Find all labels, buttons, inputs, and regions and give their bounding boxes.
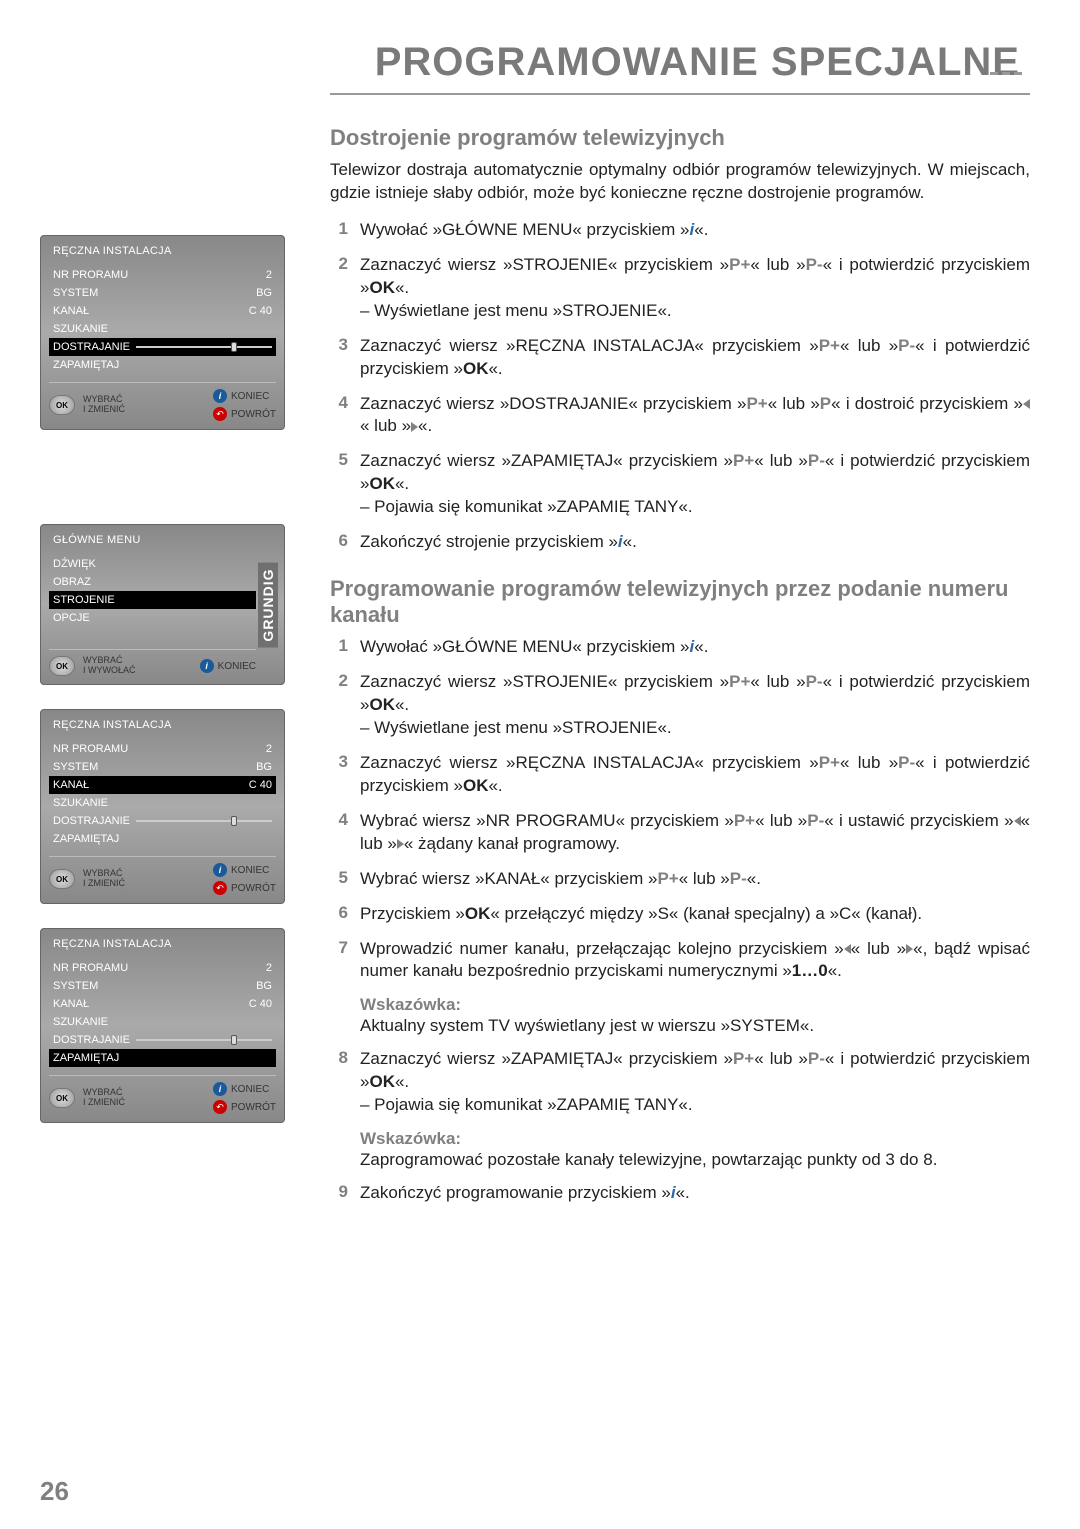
osd-row-prog: NR PRORAMU2 — [49, 740, 276, 758]
osd-row-system: SYSTEMBG — [49, 758, 276, 776]
page-number: 26 — [40, 1476, 69, 1507]
osd-footer: OK WYBRAĆI WYWOŁAĆ iKONIEC — [49, 649, 256, 676]
osd-title: RĘCZNA INSTALACJA — [49, 935, 276, 953]
section1-intro: Telewizor dostraja automatycznie optymal… — [330, 159, 1030, 205]
osd-row-sound: DŹWIĘK — [49, 555, 256, 573]
hint-title: Wskazówka: — [360, 1129, 1030, 1149]
osd-row-tune: DOSTRAJANIE — [49, 1031, 276, 1049]
ok-icon: OK — [49, 395, 75, 415]
osd-row-prog: NR PRORAMU2 — [49, 266, 276, 284]
osd-row-system: SYSTEMBG — [49, 977, 276, 995]
step: 3Zaznaczyć wiersz »RĘCZNA INSTALACJA« pr… — [330, 335, 1030, 381]
osd-row-picture: OBRAZ — [49, 573, 256, 591]
step: 3Zaznaczyć wiersz »RĘCZNA INSTALACJA« pr… — [330, 752, 1030, 798]
osd-row-store: ZAPAMIĘTAJ — [49, 356, 276, 374]
step: 5Zaznaczyć wiersz »ZAPAMIĘTAJ« przyciski… — [330, 450, 1030, 519]
osd-row-options: OPCJE — [49, 609, 256, 627]
osd-row-search: SZUKANIE — [49, 794, 276, 812]
step: 9Zakończyć programowanie przyciskiem »i«… — [330, 1182, 1030, 1205]
info-icon: i — [213, 863, 227, 877]
osd-row-channel: KANAŁC 40 — [49, 302, 276, 320]
info-icon: i — [200, 659, 214, 673]
osd-title: RĘCZNA INSTALACJA — [49, 242, 276, 260]
ok-icon: OK — [49, 1088, 75, 1108]
ok-icon: OK — [49, 869, 75, 889]
back-icon: ↶ — [213, 881, 227, 895]
step: 6Zakończyć strojenie przyciskiem »i«. — [330, 531, 1030, 554]
osd-row-tune: DOSTRAJANIE — [49, 812, 276, 830]
osd-footer: OK WYBRAĆI ZMIENIĆ iKONIEC ↶POWRÓT — [49, 1075, 276, 1114]
osd-title: RĘCZNA INSTALACJA — [49, 716, 276, 734]
info-icon: i — [213, 1082, 227, 1096]
osd-row-search: SZUKANIE — [49, 320, 276, 338]
page-title: PROGRAMOWANIE SPECJALNE — [40, 40, 1030, 85]
osd-main-menu: GRUNDIG GŁÓWNE MENU DŹWIĘK OBRAZ STROJEN… — [40, 524, 285, 685]
brand-vertical: GRUNDIG — [258, 562, 278, 647]
osd-row-system: SYSTEMBG — [49, 284, 276, 302]
osd-manual-install-3: RĘCZNA INSTALACJA NR PRORAMU2 SYSTEMBG K… — [40, 928, 285, 1123]
osd-row-tuning: STROJENIE — [49, 591, 256, 609]
osd-manual-install-1: RĘCZNA INSTALACJA NR PRORAMU2 SYSTEMBG K… — [40, 235, 285, 430]
ok-icon: OK — [49, 656, 75, 676]
info-icon: i — [213, 389, 227, 403]
section1-title: Dostrojenie programów telewizyjnych — [330, 125, 1030, 151]
step: 8Zaznaczyć wiersz »ZAPAMIĘTAJ« przyciski… — [330, 1048, 1030, 1117]
osd-title: GŁÓWNE MENU — [49, 531, 256, 549]
osd-footer: OK WYBRAĆI ZMIENIĆ iKONIEC ↶POWRÓT — [49, 382, 276, 421]
step: 2Zaznaczyć wiersz »STROJENIE« przyciskie… — [330, 254, 1030, 323]
section2-title: Programowanie programów telewizyjnych pr… — [330, 576, 1030, 628]
hint-text: Zaprogramować pozostałe kanały telewizyj… — [360, 1149, 1030, 1172]
osd-row-store: ZAPAMIĘTAJ — [49, 830, 276, 848]
osd-row-store: ZAPAMIĘTAJ — [49, 1049, 276, 1067]
step: 1Wywołać »GŁÓWNE MENU« przyciskiem »i«. — [330, 219, 1030, 242]
hint-title: Wskazówka: — [360, 995, 1030, 1015]
title-decoration — [990, 72, 1030, 75]
osd-row-prog: NR PRORAMU2 — [49, 959, 276, 977]
step: 5Wybrać wiersz »KANAŁ« przyciskiem »P+« … — [330, 868, 1030, 891]
step: 4Zaznaczyć wiersz »DOSTRAJANIE« przycisk… — [330, 393, 1030, 439]
hint-text: Aktualny system TV wyświetlany jest w wi… — [360, 1015, 1030, 1038]
osd-footer: OK WYBRAĆI ZMIENIĆ iKONIEC ↶POWRÓT — [49, 856, 276, 895]
step: 6Przyciskiem »OK« przełączyć między »S« … — [330, 903, 1030, 926]
content-area: RĘCZNA INSTALACJA NR PRORAMU2 SYSTEMBG K… — [40, 125, 1030, 1217]
osd-manual-install-2: RĘCZNA INSTALACJA NR PRORAMU2 SYSTEMBG K… — [40, 709, 285, 904]
osd-row-channel: KANAŁC 40 — [49, 995, 276, 1013]
left-column: RĘCZNA INSTALACJA NR PRORAMU2 SYSTEMBG K… — [40, 125, 300, 1217]
right-column: Dostrojenie programów telewizyjnych Tele… — [330, 125, 1030, 1217]
step: 2Zaznaczyć wiersz »STROJENIE« przyciskie… — [330, 671, 1030, 740]
step: 7Wprowadzić numer kanału, przełączając k… — [330, 938, 1030, 984]
back-icon: ↶ — [213, 407, 227, 421]
step: 1Wywołać »GŁÓWNE MENU« przyciskiem »i«. — [330, 636, 1030, 659]
osd-row-search: SZUKANIE — [49, 1013, 276, 1031]
back-icon: ↶ — [213, 1100, 227, 1114]
step: 4Wybrać wiersz »NR PROGRAMU« przyciskiem… — [330, 810, 1030, 856]
title-underline — [330, 93, 1030, 95]
osd-row-channel: KANAŁC 40 — [49, 776, 276, 794]
osd-row-tune: DOSTRAJANIE — [49, 338, 276, 356]
